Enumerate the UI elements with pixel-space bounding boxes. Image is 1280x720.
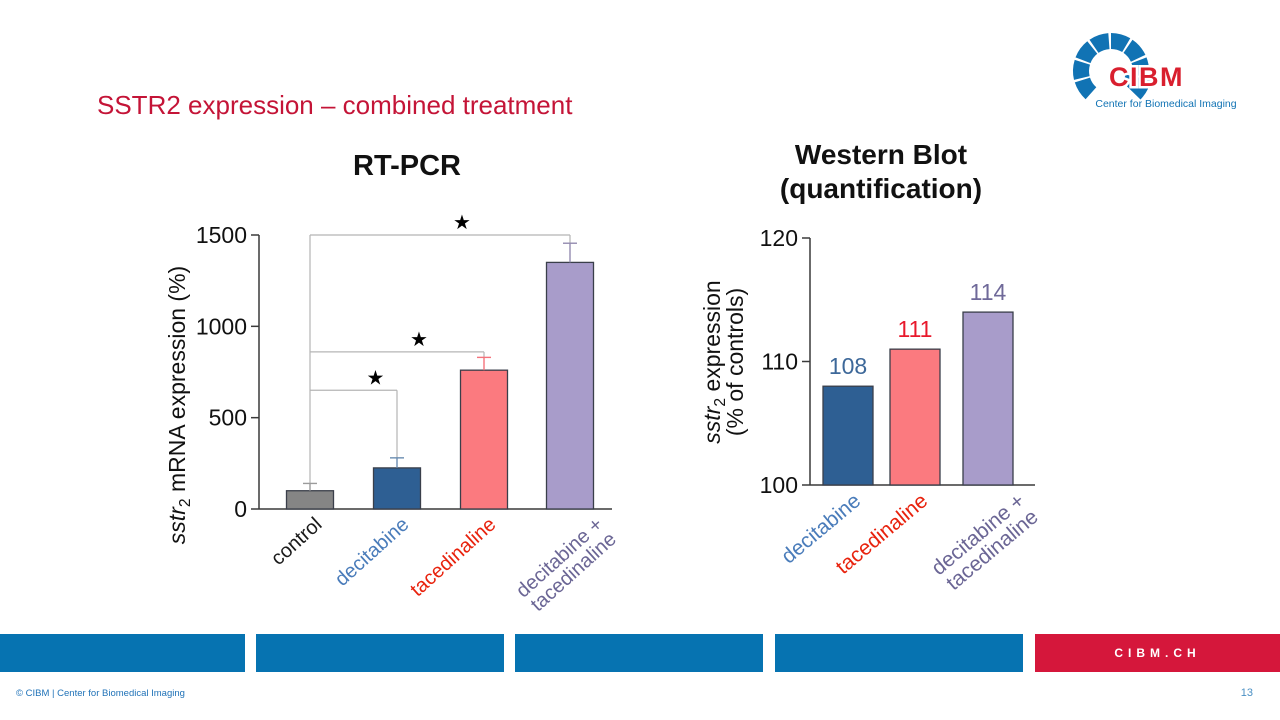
footer-link-bar: CIBM.CH	[1035, 634, 1280, 672]
slide-title: SSTR2 expression – combined treatment	[97, 90, 573, 120]
sig-star: ★	[410, 329, 428, 351]
y-axis-title-line2: (% of controls)	[722, 288, 748, 436]
western-chart-title-line1: Western Blot	[794, 139, 968, 170]
x-label-tacedinaline: tacedinaline	[406, 513, 500, 601]
bar-value-label: 108	[829, 353, 867, 379]
y-tick-label: 110	[761, 349, 798, 375]
logo-wedge	[1072, 59, 1090, 80]
logo-wedge	[1123, 39, 1146, 62]
western-chart-title-line2: (quantification)	[779, 173, 983, 204]
bar-tacedinaline	[459, 369, 509, 510]
logo-wedge	[1131, 57, 1150, 78]
bar-value-label: 114	[970, 279, 1007, 305]
footer-link-text: CIBM.CH	[1114, 646, 1201, 660]
sig-star: ★	[453, 212, 471, 234]
western-chart-title: Western Blot (quantification)	[730, 138, 1032, 206]
y-tick-label: 500	[209, 405, 247, 431]
copyright-text: © CIBM | Center for Biomedical Imaging	[16, 688, 185, 699]
cibm-logo-wordmark: CIBM	[1109, 62, 1184, 92]
rtpcr-bar-chart: ★ ★ ★ 0 500 1000 1500 sstr2 mRNA expression (%)…	[155, 200, 635, 620]
bar-decitabine--	[962, 311, 1014, 486]
x-label-decitabine--: decitabine +tacedinaline	[512, 513, 621, 617]
y-axis-title: sstr2 mRNA expression (%)	[164, 266, 194, 544]
logo-wedge	[1121, 74, 1151, 100]
y-tick-label: 120	[760, 225, 798, 251]
cibm-logo: CIBM Center for Biomedical Imaging	[1072, 33, 1237, 110]
logo-wedge	[1089, 33, 1110, 53]
y-tick-label: 1500	[196, 222, 247, 248]
page-number: 13	[1240, 687, 1253, 699]
y-tick-label: 1000	[196, 313, 247, 339]
x-label-decitabine: decitabine	[331, 513, 413, 590]
cibm-logo-subtitle: Center for Biomedical Imaging	[1095, 98, 1236, 110]
x-label-control: control	[267, 513, 326, 570]
bar-decitabine--	[545, 261, 595, 510]
y-tick-label: 100	[760, 472, 798, 498]
western-bar-chart: 100 110 120 sstr2 expression (% of controls)…	[695, 225, 1080, 615]
logo-wedge	[1074, 77, 1097, 100]
logo-wedge	[1075, 41, 1098, 64]
bar-control	[285, 490, 335, 510]
cibm-logo-fan-icon	[1072, 33, 1151, 100]
logo-wedge	[1111, 33, 1131, 52]
bar-decitabine	[372, 467, 422, 510]
rtpcr-chart-title: RT-PCR	[353, 150, 461, 182]
sig-star: ★	[367, 367, 385, 389]
bar-value-label: 111	[898, 316, 933, 342]
footer-bar-3	[515, 634, 763, 672]
footer-bar-1	[0, 634, 245, 672]
x-label-decitabine--: decitabine +tacedinaline	[927, 489, 1042, 596]
bar-tacedinaline	[889, 348, 941, 486]
bar-decitabine	[822, 385, 874, 486]
footer-bar-2	[256, 634, 504, 672]
y-axis-title: sstr2 expression	[699, 280, 729, 443]
footer-bar-4	[775, 634, 1023, 672]
y-tick-label: 0	[234, 496, 247, 522]
